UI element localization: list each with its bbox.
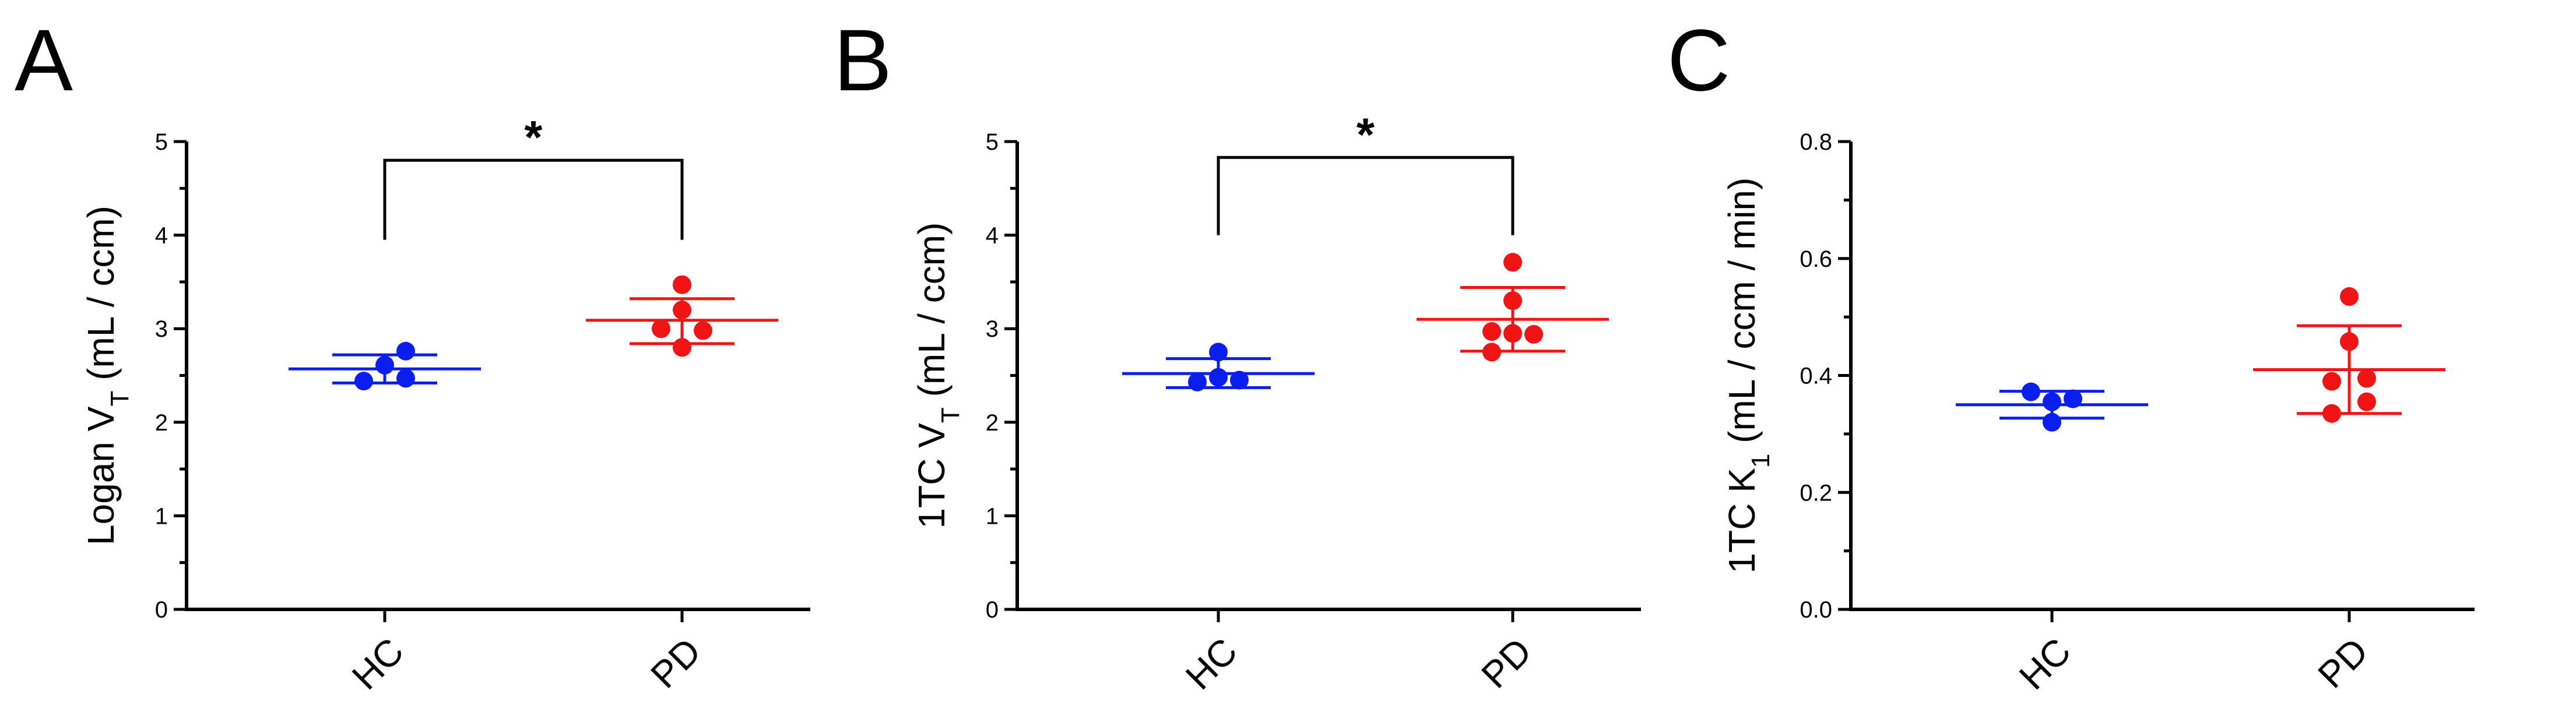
- data-point: [2022, 382, 2040, 401]
- x-category-label: PD: [2310, 630, 2376, 696]
- y-tick-label: 4: [155, 223, 168, 249]
- data-point: [396, 341, 415, 361]
- series-hc: [1956, 382, 2148, 432]
- data-point: [694, 321, 712, 340]
- y-tick-label: 0: [986, 597, 999, 623]
- chart-panel-b: B 0 1 2 3 4 5 1TC VT (mL / ccm) HC PD *: [834, 11, 1641, 697]
- data-point: [1230, 371, 1249, 390]
- data-point: [2064, 389, 2082, 408]
- data-point: [1503, 291, 1522, 311]
- data-point: [1209, 343, 1228, 362]
- data-point: [1482, 322, 1501, 341]
- data-point: [2340, 332, 2359, 351]
- y-tick-label: 0.8: [1800, 129, 1832, 155]
- data-point: [375, 355, 394, 375]
- y-tick-label: 3: [155, 316, 168, 342]
- y-tick-label: 5: [986, 129, 999, 155]
- series-hc: [289, 341, 481, 391]
- data-point: [1209, 368, 1228, 387]
- y-axis-label: Logan VT (mL / ccm): [80, 206, 134, 545]
- data-point: [2322, 404, 2341, 423]
- y-tick-label: 2: [986, 410, 999, 436]
- data-point: [673, 301, 691, 320]
- data-point: [396, 369, 415, 388]
- y-tick-label: 5: [155, 129, 168, 155]
- chart-panel-a: A 0 1 2 3 4 5 Logan VT (mL / ccm) HC PD *: [15, 11, 810, 697]
- data-point: [2043, 392, 2061, 411]
- data-point: [673, 275, 691, 294]
- y-tick-label: 0.6: [1800, 246, 1832, 272]
- y-tick-label: 2: [155, 410, 168, 436]
- data-point: [1524, 324, 1543, 344]
- significance-marker: *: [524, 111, 543, 163]
- x-category-label: HC: [2011, 630, 2079, 697]
- x-category-label: HC: [1178, 630, 1245, 697]
- data-point: [1188, 372, 1207, 391]
- y-tick-label: 4: [986, 223, 999, 249]
- data-point: [652, 319, 670, 338]
- data-point: [2340, 287, 2359, 306]
- data-point: [673, 338, 691, 357]
- data-point: [1503, 324, 1522, 343]
- y-tick-label: 0.2: [1800, 480, 1832, 506]
- y-axis-label: 1TC VT (mL / ccm): [911, 223, 965, 529]
- data-point: [1482, 343, 1501, 362]
- significance-bracket: [1217, 156, 1514, 235]
- data-point: [2357, 392, 2376, 411]
- panel-letter: C: [1667, 11, 1730, 109]
- y-tick-label: 3: [986, 316, 999, 342]
- x-category-label: HC: [344, 630, 412, 697]
- data-point: [2322, 372, 2341, 391]
- series-pd: [2253, 287, 2445, 423]
- chart-panel-c: C 0.0 0.2 0.4 0.6 0.8 1TC K1 (mL / ccm / min) H…: [1667, 11, 2475, 697]
- series-hc: [1122, 343, 1315, 391]
- y-tick-label: 0.0: [1800, 597, 1832, 623]
- significance-bracket: [383, 158, 684, 240]
- series-pd: [586, 275, 778, 357]
- data-point: [2043, 412, 2061, 432]
- y-tick-label: 0.4: [1800, 364, 1832, 389]
- data-point: [354, 372, 373, 391]
- panel-letter: A: [15, 11, 73, 109]
- significance-marker: *: [1356, 108, 1375, 160]
- y-axis-label: 1TC K1 (mL / ccm / min): [1721, 178, 1775, 574]
- y-tick-label: 1: [986, 503, 999, 529]
- series-pd: [1417, 253, 1609, 362]
- y-tick-label: 0: [155, 597, 168, 623]
- data-point: [2357, 369, 2376, 388]
- x-category-label: PD: [642, 630, 709, 696]
- data-point: [1503, 253, 1522, 272]
- y-tick-label: 1: [155, 503, 168, 529]
- x-category-label: PD: [1473, 630, 1540, 696]
- panel-letter: B: [834, 11, 892, 109]
